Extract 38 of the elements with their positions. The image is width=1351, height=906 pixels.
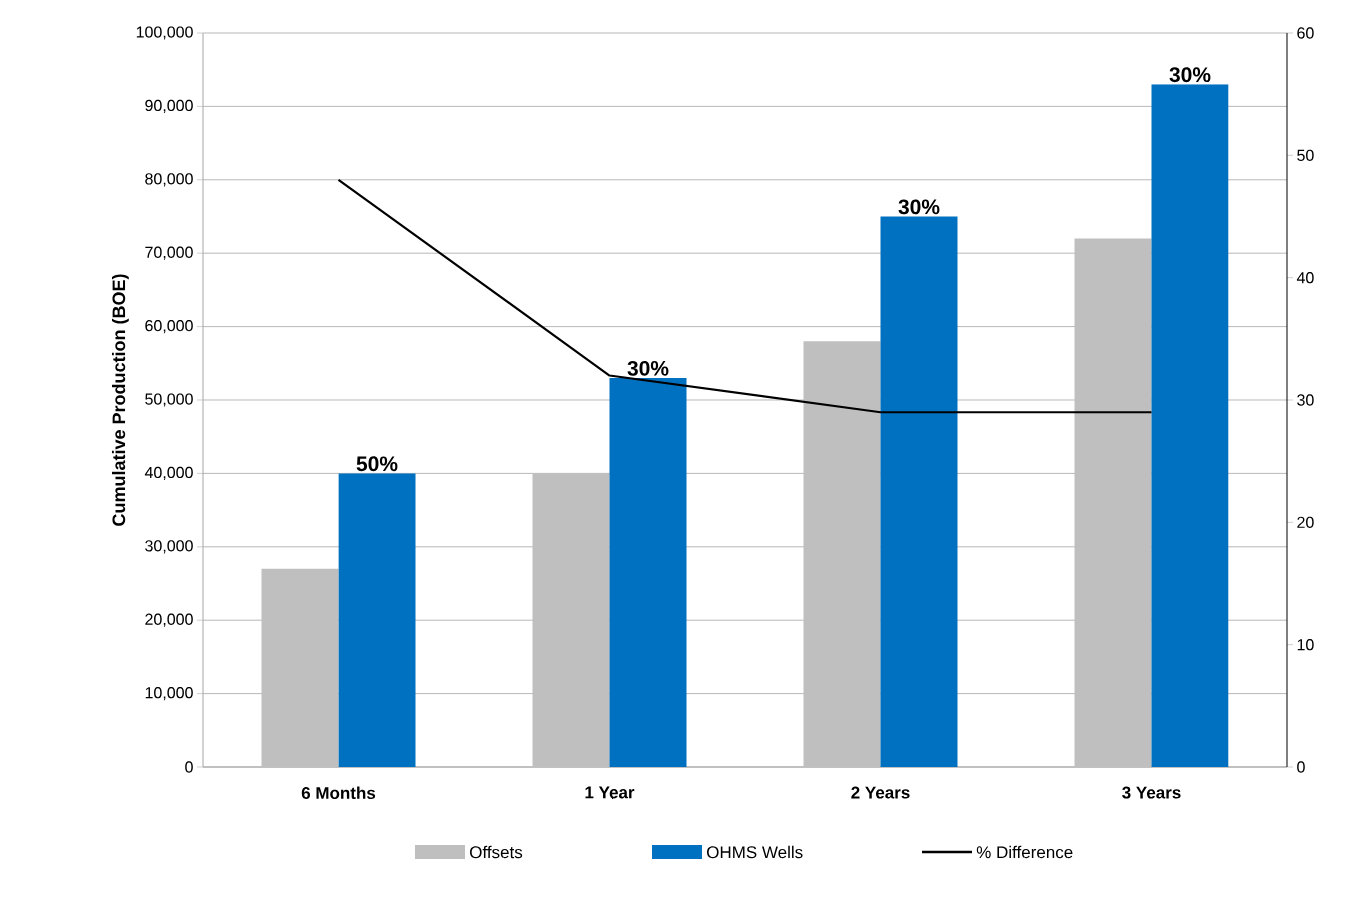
annotation: 30% [898, 199, 940, 215]
legend-label: % Difference [976, 845, 1073, 859]
x-tick-label: 2 Years [851, 786, 910, 799]
y2-tick-label: 40 [1296, 272, 1314, 284]
y2-tick-label: 20 [1297, 516, 1314, 528]
bar [1074, 238, 1152, 767]
y-tick-label: 40,000 [144, 466, 193, 480]
bar [803, 341, 881, 767]
y2-tick-label: 50 [1297, 149, 1314, 161]
bar [1151, 84, 1229, 767]
y-tick-label: 70,000 [145, 246, 193, 260]
bar [609, 377, 687, 767]
y2-tick-label: 30 [1297, 394, 1314, 406]
y2-tick-label: 0 [1297, 761, 1305, 773]
y-tick-label: 90,000 [145, 99, 193, 113]
bar [338, 473, 416, 767]
annotation: 30% [627, 360, 669, 376]
y-tick-label: 80,000 [145, 173, 193, 187]
y-tick-label: 20,000 [145, 613, 193, 627]
y2-tick-label: 60 [1297, 27, 1314, 39]
legend-label: OHMS Wells [707, 845, 803, 859]
legend-label: Offsets [470, 845, 523, 859]
bar [880, 216, 958, 767]
y-tick-label: 30,000 [145, 540, 193, 554]
y-tick-label: 100,000 [136, 26, 193, 40]
bar [261, 568, 339, 767]
y-tick-label: 60,000 [145, 319, 193, 334]
bar [532, 473, 610, 767]
y-tick-label: 50,000 [145, 393, 193, 407]
x-tick-label: 6 Months [301, 786, 376, 800]
annotation: 30% [1169, 67, 1211, 83]
y-tick-label: 10,000 [145, 686, 193, 701]
y-tick-label: 0 [185, 761, 193, 773]
x-tick-label: 1 Year [585, 786, 635, 799]
x-tick-label: 3 Years [1122, 786, 1181, 799]
y-axis-title: Cumulative Production (BOE) [111, 274, 129, 526]
annotation: 50% [356, 456, 398, 472]
y2-tick-label: 10 [1297, 639, 1314, 651]
